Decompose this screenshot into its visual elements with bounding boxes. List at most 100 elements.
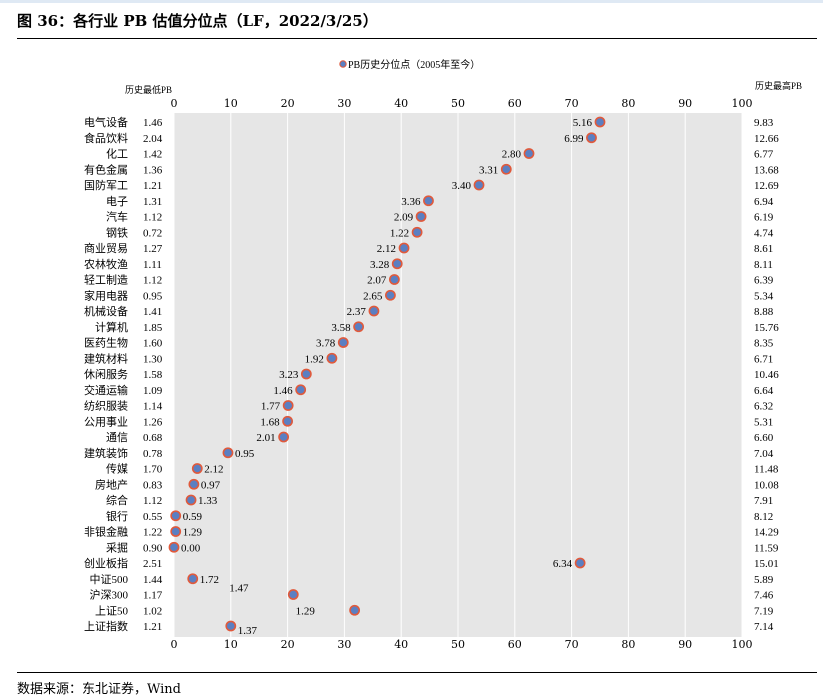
max-pb-value: 5.89 [754, 574, 774, 586]
min-pb-value: 1.21 [143, 180, 162, 192]
category-label: 公用事业 [84, 415, 128, 428]
data-point [168, 541, 180, 553]
data-point [523, 148, 535, 159]
category-label: 休闲服务 [84, 367, 128, 381]
category-label: 计算机 [95, 320, 128, 334]
max-pb-value: 6.94 [754, 196, 774, 208]
data-label: 2.09 [394, 212, 414, 224]
min-pb-value: 1.26 [143, 416, 163, 428]
x-tick-label-bottom: 60 [508, 638, 522, 651]
category-label: 钢铁 [106, 226, 128, 239]
source-note: 数据来源：东北证券，Wind [17, 682, 181, 697]
x-tick-label-bottom: 30 [337, 638, 351, 651]
min-pb-value: 1.30 [143, 353, 163, 365]
max-pb-value: 7.04 [754, 448, 774, 460]
x-tick-label-bottom: 80 [621, 638, 635, 651]
data-label: 2.12 [204, 464, 223, 476]
max-pb-value: 7.46 [754, 590, 774, 602]
category-label: 上证50 [95, 604, 128, 617]
figure-title: 图 36：各行业 PB 估值分位点（LF，2022/3/25） [17, 12, 378, 30]
max-pb-value: 15.76 [754, 322, 779, 334]
min-pb-value: 0.95 [143, 290, 163, 302]
x-tick-label-top: 80 [621, 97, 635, 110]
min-pb-value: 1.46 [143, 117, 163, 129]
x-tick-label-top: 60 [508, 97, 522, 110]
data-point [398, 242, 410, 254]
min-pb-value: 1.41 [143, 306, 162, 318]
min-pb-value: 1.02 [143, 605, 162, 617]
data-point [385, 289, 396, 301]
category-label: 房地产 [95, 477, 128, 491]
title-divider [17, 38, 817, 39]
data-label: 3.23 [279, 369, 299, 381]
data-point [586, 132, 597, 144]
max-pb-value: 6.60 [754, 432, 774, 444]
x-tick-label-top: 90 [678, 97, 692, 110]
x-tick-label-bottom: 100 [732, 638, 753, 651]
data-point [423, 195, 434, 207]
data-point [473, 179, 485, 191]
x-tick-label-bottom: 20 [281, 638, 295, 651]
top-accent-bar [0, 0, 823, 3]
right-column-header: 历史最高PB [755, 80, 802, 91]
min-pb-value: 1.12 [143, 275, 162, 287]
x-tick-label-top: 20 [281, 97, 295, 110]
data-label: 3.78 [316, 338, 336, 350]
data-label: 1.72 [200, 574, 219, 586]
max-pb-value: 6.64 [754, 385, 774, 397]
x-tick-label-bottom: 40 [394, 638, 408, 651]
x-tick-label-top: 70 [565, 97, 579, 110]
max-pb-value: 5.31 [754, 416, 773, 428]
data-point [594, 116, 606, 128]
max-pb-value: 9.83 [754, 117, 774, 129]
data-point [337, 337, 349, 348]
max-pb-value: 8.12 [754, 511, 773, 523]
max-pb-value: 7.14 [754, 621, 774, 633]
data-label: 0.95 [235, 448, 255, 460]
min-pb-value: 1.44 [143, 574, 163, 586]
category-label: 非银金融 [84, 525, 128, 539]
x-tick-label-bottom: 0 [171, 638, 178, 651]
data-label: 0.59 [183, 511, 203, 523]
max-pb-value: 6.77 [754, 149, 774, 161]
data-label: 2.37 [347, 306, 367, 318]
data-label: 0.00 [181, 542, 201, 554]
data-point [191, 463, 203, 474]
min-pb-value: 1.42 [143, 149, 162, 161]
max-pb-value: 14.29 [754, 527, 779, 539]
x-tick-label-top: 50 [451, 97, 465, 110]
min-pb-value: 1.21 [143, 621, 162, 633]
min-pb-value: 0.55 [143, 511, 163, 523]
max-pb-value: 8.88 [754, 306, 774, 318]
left-column-header: 历史最低PB [125, 84, 172, 95]
category-label: 纺织服装 [84, 399, 128, 413]
max-pb-value: 6.32 [754, 401, 773, 413]
category-label: 创业板指 [84, 556, 128, 570]
data-label: 3.31 [479, 164, 498, 176]
max-pb-value: 4.74 [754, 227, 774, 239]
category-label: 综合 [106, 493, 128, 507]
legend-marker [339, 60, 347, 68]
max-pb-value: 11.59 [754, 542, 779, 554]
category-label: 沪深300 [90, 588, 129, 602]
max-pb-value: 5.34 [754, 290, 774, 302]
data-point [287, 589, 299, 600]
x-tick-label-top: 0 [171, 97, 178, 110]
max-pb-value: 15.01 [754, 558, 779, 570]
min-pb-value: 1.22 [143, 527, 162, 539]
data-label: 3.36 [401, 196, 421, 208]
category-label: 传媒 [106, 463, 128, 476]
min-pb-value: 1.85 [143, 322, 163, 334]
data-point [500, 163, 512, 175]
category-label: 上证指数 [84, 619, 128, 633]
min-pb-value: 0.83 [143, 479, 163, 491]
max-pb-value: 8.35 [754, 338, 774, 350]
category-label: 汽车 [106, 210, 128, 224]
max-pb-value: 12.66 [754, 133, 779, 145]
min-pb-value: 2.51 [143, 558, 162, 570]
category-label: 轻工制造 [84, 273, 128, 287]
category-label: 银行 [106, 509, 128, 523]
data-point [188, 478, 200, 490]
category-label: 化工 [106, 147, 128, 161]
min-pb-value: 2.04 [143, 133, 163, 145]
